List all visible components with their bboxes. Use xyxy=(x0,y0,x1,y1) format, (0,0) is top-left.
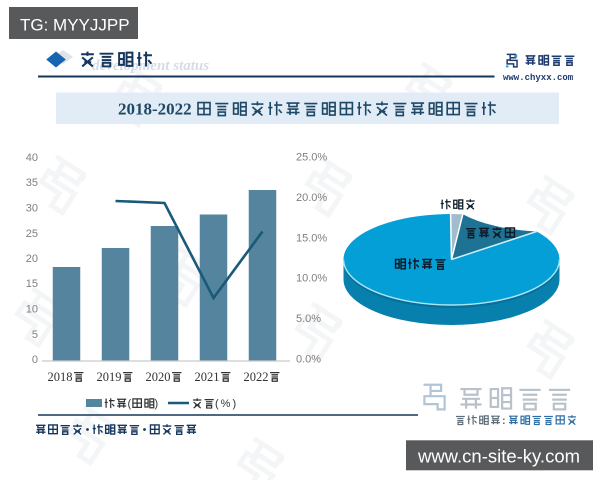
svg-text:2022: 2022 xyxy=(244,370,269,384)
svg-text:25.0%: 25.0% xyxy=(296,152,327,164)
svg-text:www.chyxx.com: www.chyxx.com xyxy=(503,73,574,83)
svg-text:15: 15 xyxy=(26,278,38,290)
svg-text:20.0%: 20.0% xyxy=(296,192,327,204)
svg-text:5: 5 xyxy=(32,329,38,341)
svg-text:40: 40 xyxy=(26,152,38,164)
svg-text:10: 10 xyxy=(26,304,38,316)
svg-text:30: 30 xyxy=(26,203,38,215)
svg-text:20: 20 xyxy=(26,253,38,265)
svg-text:www.cn-site-ky.com: www.cn-site-ky.com xyxy=(417,446,580,467)
svg-text:0: 0 xyxy=(32,354,38,366)
svg-text:0.0%: 0.0% xyxy=(296,354,321,366)
svg-text:10.0%: 10.0% xyxy=(296,273,327,285)
svg-text:25: 25 xyxy=(26,228,38,240)
svg-text:(%): (%) xyxy=(215,398,238,410)
svg-text:TG: MYYJJPP: TG: MYYJJPP xyxy=(20,16,130,35)
svg-text:15.0%: 15.0% xyxy=(296,232,327,244)
svg-text:2018-2022: 2018-2022 xyxy=(118,100,192,119)
svg-text:(: ( xyxy=(128,398,132,410)
svg-text:2019: 2019 xyxy=(97,370,122,384)
svg-text:development status: development status xyxy=(92,58,209,74)
svg-text:35: 35 xyxy=(26,177,38,189)
svg-text:2020: 2020 xyxy=(146,370,171,384)
svg-text:5.0%: 5.0% xyxy=(296,313,321,325)
svg-text:): ) xyxy=(155,398,159,410)
svg-text:2018: 2018 xyxy=(48,370,73,384)
svg-text::: : xyxy=(502,415,506,427)
svg-text:2021: 2021 xyxy=(195,370,220,384)
